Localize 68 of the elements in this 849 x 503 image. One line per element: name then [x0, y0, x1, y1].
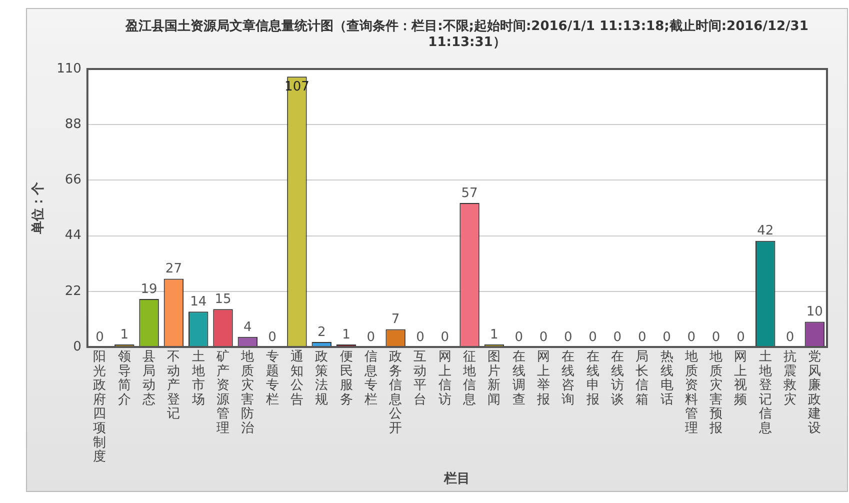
data-label: 0 [366, 330, 376, 345]
data-label: 1 [120, 327, 129, 342]
data-label: 0 [416, 330, 424, 345]
x-tick-label: 党风廉政建设 [807, 350, 822, 436]
x-tick-label: 政务信息公开 [388, 350, 402, 436]
data-label: 2 [317, 324, 326, 340]
data-label: 0 [786, 330, 794, 345]
x-tick-label: 局长信箱 [636, 350, 649, 408]
x-tick-label: 网上视频 [734, 350, 748, 408]
x-tick-label: 不动产登记 [167, 350, 180, 422]
x-tick-label: 阳光政府四项制度 [93, 350, 106, 465]
x-tick-label: 抗震救灾 [782, 350, 797, 408]
data-label: 0 [564, 330, 572, 345]
data-label: 0 [638, 330, 646, 345]
data-label: 0 [588, 330, 597, 345]
y-tick-label: 88 [64, 116, 82, 132]
x-tick-label: 网上信访 [438, 350, 452, 408]
x-tick-label: 专题专栏 [264, 350, 279, 408]
data-label: 0 [613, 330, 622, 345]
chart-title: 盈江县国土资源局文章信息量统计图（查询条件：栏目:不限;起始时间:2016/1/1 11:13:18;截止时间:2016/12/31 11:13:31） [124, 18, 810, 51]
x-tick-label: 信息专栏 [363, 350, 378, 408]
x-tick-label: 便民服务 [340, 350, 353, 408]
y-axis-title: 单位：个 [30, 181, 46, 235]
x-tick-label: 在线咨询 [562, 350, 575, 408]
data-label: 0 [662, 330, 671, 345]
x-tick-label: 县局动态 [142, 350, 156, 408]
x-tick-label: 领导简介 [118, 350, 131, 408]
x-tick-label: 热线电话 [660, 350, 674, 408]
data-label: 27 [165, 262, 182, 277]
data-label: 0 [96, 330, 104, 345]
data-label: 0 [687, 330, 696, 345]
x-tick-label: 通知公告 [290, 350, 304, 408]
data-label: 0 [268, 330, 276, 345]
x-tick-label: 网上举报 [536, 350, 550, 408]
data-label: 14 [190, 294, 207, 310]
data-label: 57 [461, 186, 478, 201]
x-tick-label: 地质灾害防治 [240, 350, 254, 436]
data-label: 1 [490, 327, 498, 342]
data-label: 1 [342, 327, 350, 342]
x-tick-label: 地质资料管理 [684, 350, 698, 436]
x-tick-label: 矿产资源管理 [216, 350, 230, 436]
data-label: 19 [140, 282, 158, 297]
data-label: 0 [736, 330, 745, 345]
y-tick-label: 110 [56, 61, 82, 76]
x-tick-label: 土地市场 [190, 350, 205, 408]
data-label: 15 [214, 292, 232, 307]
data-label: 42 [757, 224, 774, 239]
y-tick-label: 0 [73, 339, 82, 354]
data-label: 0 [712, 330, 720, 345]
x-tick-label: 土地登记信息 [758, 350, 772, 436]
x-tick-label: 在线申报 [585, 350, 600, 408]
x-tick-label: 图片新闻 [488, 350, 501, 408]
x-tick-label: 互动平台 [414, 350, 427, 408]
x-tick-label: 地质灾害预报 [708, 350, 723, 436]
data-label: 0 [514, 330, 523, 345]
x-tick-label: 在线访谈 [610, 350, 624, 408]
data-label: 0 [440, 330, 450, 345]
y-tick-label: 44 [64, 228, 82, 244]
x-tick-label: 在线调查 [512, 350, 526, 408]
data-label: 4 [244, 320, 252, 335]
data-label: 10 [806, 304, 823, 320]
data-label: 7 [391, 312, 400, 328]
y-tick-label: 22 [64, 284, 82, 299]
y-tick-label: 66 [64, 172, 82, 188]
x-tick-label: 政策法规 [315, 350, 328, 408]
data-label: 0 [539, 330, 548, 345]
x-axis-title: 栏目 [443, 472, 470, 487]
x-tick-label: 征地信息 [462, 350, 476, 408]
